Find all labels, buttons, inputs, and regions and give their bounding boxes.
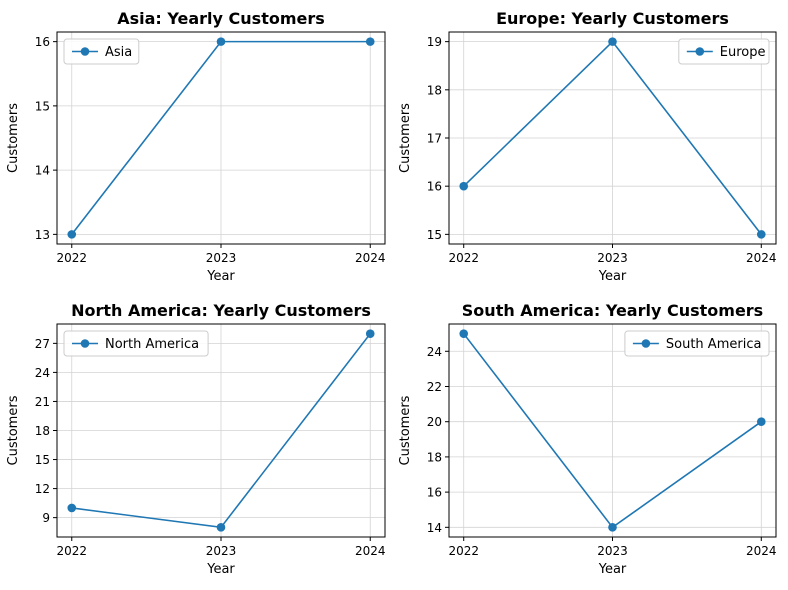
y-tick-label: 21: [35, 395, 50, 409]
data-point: [756, 417, 766, 426]
y-tick-label: 14: [427, 521, 442, 535]
x-tick-label: 2023: [206, 544, 237, 558]
legend-marker-swatch: [695, 47, 705, 56]
legend-label: Asia: [105, 45, 132, 60]
y-axis-label: Customers: [6, 395, 21, 465]
chart-title: Europe: Yearly Customers: [496, 9, 729, 28]
data-point: [216, 37, 226, 46]
y-tick-label: 13: [35, 228, 50, 242]
legend-box: [63, 330, 209, 357]
data-point: [459, 181, 469, 191]
x-tick-label: 2022: [56, 251, 87, 265]
x-tick-label: 2022: [448, 251, 479, 265]
y-axis-label: Customers: [398, 395, 413, 465]
data-point: [67, 503, 77, 513]
legend-marker-swatch: [80, 339, 90, 348]
x-tick-label: 2023: [597, 544, 628, 558]
chart-title: South America: Yearly Customers: [462, 301, 763, 320]
chart-title: Asia: Yearly Customers: [117, 9, 325, 28]
y-tick-label: 9: [42, 511, 50, 525]
y-tick-label: 24: [35, 366, 50, 380]
legend: Asia: [63, 38, 140, 65]
y-tick-label: 19: [427, 35, 442, 49]
y-tick-label: 12: [35, 482, 50, 496]
legend-box: [63, 38, 140, 65]
x-tick-label: 2024: [746, 251, 777, 265]
x-tick-label: 2024: [746, 544, 777, 558]
y-axis-label: Customers: [6, 103, 21, 173]
x-tick-label: 2022: [448, 544, 479, 558]
y-tick-label: 16: [427, 180, 442, 194]
y-tick-label: 18: [35, 424, 50, 438]
y-tick-label: 22: [427, 380, 442, 394]
legend-box: [678, 38, 770, 65]
chart-panel-3: 2022 2023 2024 9 12 15 18 21 24 27 North America: …: [6, 301, 386, 577]
data-point: [365, 37, 375, 46]
data-point: [216, 523, 226, 532]
y-tick-label: 18: [427, 450, 442, 464]
x-axis-label: Year: [598, 562, 627, 577]
y-tick-label: 15: [35, 99, 50, 113]
legend-label: Europe: [720, 45, 766, 60]
legend: South America: [624, 330, 770, 357]
data-point: [608, 37, 617, 46]
y-tick-label: 15: [427, 228, 442, 242]
legend: Europe: [678, 38, 770, 65]
y-tick-label: 16: [35, 35, 50, 49]
x-axis-label: Year: [206, 269, 235, 284]
x-tick-label: 2022: [56, 544, 87, 558]
data-point: [67, 230, 77, 239]
data-point: [365, 329, 375, 338]
chart-panel-2: 2022 2023 2024 15 16 17 18 19 Europe: Yearly Cus…: [398, 9, 777, 284]
y-tick-label: 14: [35, 164, 50, 178]
legend-marker-swatch: [641, 339, 651, 348]
y-tick-label: 24: [427, 345, 442, 359]
x-tick-label: 2023: [597, 251, 628, 265]
legend-box: [624, 330, 770, 357]
legend-marker-swatch: [80, 47, 90, 56]
legend-label: South America: [666, 337, 762, 352]
data-point: [608, 523, 617, 532]
y-tick-label: 27: [35, 337, 50, 351]
x-tick-label: 2023: [206, 251, 237, 265]
y-tick-label: 15: [35, 453, 50, 467]
y-tick-label: 18: [427, 83, 442, 97]
x-axis-label: Year: [598, 269, 627, 284]
x-tick-label: 2024: [355, 251, 386, 265]
legend-label: North America: [105, 337, 199, 352]
y-tick-label: 17: [427, 132, 442, 146]
y-tick-label: 16: [427, 486, 442, 500]
y-tick-label: 20: [427, 415, 442, 429]
x-axis-label: Year: [206, 562, 235, 577]
y-axis-label: Customers: [398, 103, 413, 173]
data-point: [459, 329, 469, 338]
x-tick-label: 2024: [355, 544, 386, 558]
data-point: [756, 230, 766, 239]
chart-panel-1: 2022 2023 2024 13 14 15 16 Asia: Yearly Custome…: [6, 9, 386, 284]
legend: North America: [63, 330, 209, 357]
chart-title: North America: Yearly Customers: [71, 301, 371, 320]
